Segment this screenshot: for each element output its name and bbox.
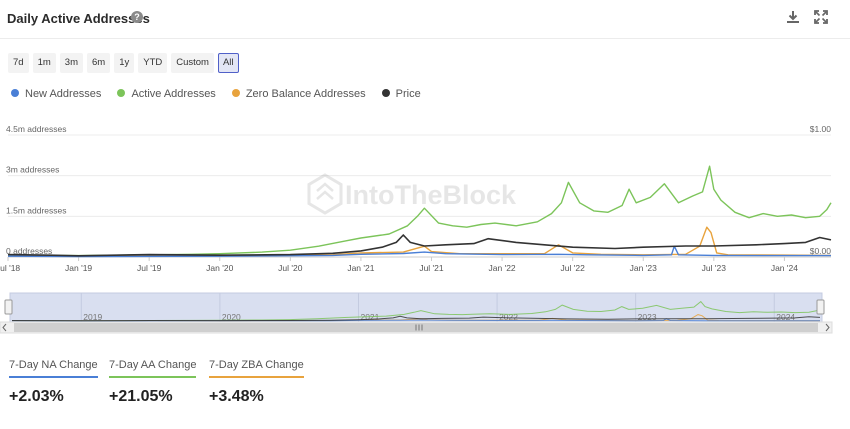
series-line-zero-balance-addresses — [7, 226, 832, 257]
range-navigator[interactable]: 2019 2020 2021 2022 2023 2024 — [0, 291, 850, 336]
watermark-text: IntoTheBlock — [345, 180, 517, 210]
x-tick-label: Jan '22 — [489, 263, 516, 273]
navigator-right-handle[interactable] — [816, 299, 825, 315]
x-tick-label: Jan '19 — [65, 263, 92, 273]
navigator-line-price — [11, 315, 821, 322]
legend-active-addresses[interactable]: Active Addresses — [117, 88, 216, 100]
fullscreen-icon[interactable] — [813, 9, 829, 25]
navigator-year-label: 2022 — [499, 312, 518, 322]
stat-value: +3.48% — [209, 388, 264, 405]
x-tick-label: Jul '21 — [419, 263, 444, 273]
range-1m-button[interactable]: 1m — [32, 53, 56, 73]
navigator-year-label: 2024 — [776, 312, 795, 322]
navigator-line-active-addresses — [11, 300, 821, 322]
navigator-left-handle[interactable] — [4, 299, 13, 315]
series-line-active-addresses — [7, 165, 832, 257]
y-right-tick-label: $0.00 — [810, 246, 832, 256]
range-ytd-button[interactable]: YTD — [138, 53, 168, 73]
scroll-left-icon[interactable] — [2, 323, 7, 332]
stat-zba-change: 7-Day ZBA Change +3.48% — [209, 359, 304, 406]
legend-dot — [381, 89, 390, 97]
series-line-new-addresses — [7, 245, 831, 258]
legend-dot — [11, 89, 19, 97]
x-tick-label: Jul '22 — [561, 263, 586, 273]
stat-label: 7-Day ZBA Change — [209, 359, 304, 378]
x-tick-label: Jan '20 — [206, 263, 233, 273]
legend-label: Zero Balance Addresses — [245, 88, 366, 100]
y-axis-labels: 0 addresses 1.5m addresses 3m addresses 4.5… — [6, 125, 831, 256]
y-tick-label: 1.5m addresses — [6, 205, 66, 215]
download-icon[interactable] — [785, 9, 801, 25]
y-right-tick-label: $1.00 — [810, 125, 832, 134]
series-line-price — [7, 234, 832, 257]
y-tick-label: 3m addresses — [6, 165, 59, 175]
x-tick-label: Jul '20 — [278, 263, 303, 273]
range-selector: 7d 1m 3m 6m 1y YTD Custom All — [8, 53, 243, 73]
range-7d-button[interactable]: 7d — [8, 53, 29, 73]
chart-header: Daily Active Addresses ? — [0, 0, 850, 39]
legend-label: Active Addresses — [131, 88, 216, 100]
legend-dot — [231, 89, 240, 97]
range-1y-button[interactable]: 1y — [114, 53, 135, 73]
stat-na-change: 7-Day NA Change +2.03% — [9, 359, 98, 406]
navigator-year-label: 2020 — [222, 312, 241, 322]
range-all-button[interactable]: All — [217, 53, 239, 73]
legend-dot — [117, 89, 126, 97]
x-tick-label: Jul '23 — [702, 263, 727, 273]
x-tick-label: Jul '18 — [0, 263, 20, 273]
line-chart: IntoTheBlock 0 addresses 1.5m addresses 3m… — [0, 125, 832, 273]
range-custom-button[interactable]: Custom — [171, 53, 214, 73]
stat-label: 7-Day NA Change — [9, 359, 98, 378]
scroll-right-icon[interactable] — [825, 323, 830, 332]
legend-label: Price — [395, 88, 421, 100]
y-tick-label: 4.5m addresses — [6, 125, 66, 134]
range-6m-button[interactable]: 6m — [86, 53, 111, 73]
legend-label: New Addresses — [25, 88, 102, 100]
navigator-year-label: 2023 — [638, 312, 657, 322]
scrollbar-grip-icon[interactable] — [415, 324, 423, 331]
chart-series — [7, 165, 832, 258]
x-axis-labels: Jul '18 Jan '19 Jul '19 Jan '20 Jul '20 Jan '… — [0, 263, 798, 273]
stat-aa-change: 7-Day AA Change +21.05% — [109, 359, 197, 406]
x-tick-label: Jul '19 — [137, 263, 162, 273]
y-tick-label: 0 addresses — [6, 246, 52, 256]
x-tick-label: Jan '21 — [347, 263, 374, 273]
legend-price[interactable]: Price — [381, 88, 421, 100]
legend-zero-balance-addresses[interactable]: Zero Balance Addresses — [231, 88, 366, 100]
stat-label: 7-Day AA Change — [109, 359, 197, 378]
x-tick-label: Jan '24 — [771, 263, 798, 273]
range-3m-button[interactable]: 3m — [59, 53, 83, 73]
chart-legend: New Addresses Active Addresses Zero Bala… — [11, 88, 437, 100]
navigator-year-label: 2019 — [83, 312, 102, 322]
x-tick-label: Jan '23 — [630, 263, 657, 273]
help-icon[interactable]: ? — [131, 11, 143, 23]
stat-value: +2.03% — [9, 388, 64, 405]
stat-value: +21.05% — [109, 388, 173, 405]
watermark: IntoTheBlock — [307, 173, 517, 215]
chart-title: Daily Active Addresses — [7, 11, 150, 26]
legend-new-addresses[interactable]: New Addresses — [11, 88, 101, 100]
navigator-series — [11, 300, 821, 322]
